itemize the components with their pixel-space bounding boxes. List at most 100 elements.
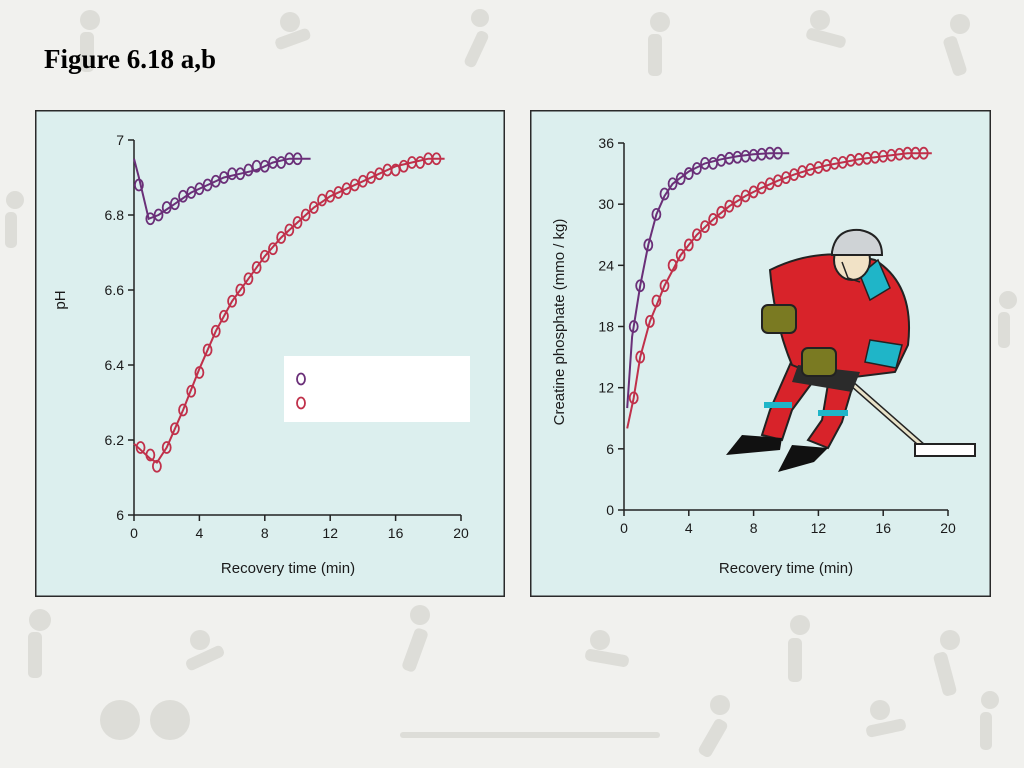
series-0-point xyxy=(202,178,213,192)
series-1-point xyxy=(918,146,929,160)
series-1-point xyxy=(398,159,409,173)
helmet xyxy=(831,228,884,256)
series-0-point xyxy=(643,238,654,252)
y-tick-label: 24 xyxy=(598,257,614,273)
panel-background xyxy=(35,110,505,597)
series-0-point xyxy=(169,197,180,211)
series-1-point xyxy=(415,156,426,169)
series-1-point xyxy=(390,163,401,177)
series-1-point xyxy=(308,201,319,214)
series-0-point xyxy=(235,167,246,181)
series-1-point xyxy=(333,186,344,199)
series-0-point xyxy=(667,177,678,191)
series-1-point xyxy=(161,441,172,454)
series-0-point xyxy=(659,187,670,201)
x-axis-title: Recovery time (min) xyxy=(719,560,853,577)
y-axis-title: pH xyxy=(52,290,69,309)
y-tick-label: 6.8 xyxy=(105,207,125,223)
chart-panel-b: 0 6 12 18 24 30 36 0 4 8 12 16 20 Recovery time (min)… xyxy=(530,110,991,597)
series-1-point xyxy=(756,181,767,195)
series-0-point xyxy=(635,279,646,293)
series-1-point xyxy=(628,391,639,405)
right-skate xyxy=(778,445,828,472)
series-1-point xyxy=(178,403,188,417)
series-1-point xyxy=(259,249,270,263)
series-0-point xyxy=(219,171,229,184)
hockey-player-icon xyxy=(726,228,976,472)
series-1-point xyxy=(151,459,162,473)
series-1-point xyxy=(341,182,352,196)
series-1-point xyxy=(740,189,751,203)
series-1-point xyxy=(145,448,156,462)
series-0-point xyxy=(675,172,686,186)
left-glove xyxy=(761,304,797,334)
series-1-point xyxy=(135,441,146,454)
series-0-point xyxy=(153,208,164,222)
series-1-point xyxy=(219,309,229,323)
series-1-point xyxy=(366,171,376,184)
y-tick-label: 6 xyxy=(116,507,124,523)
series-1-point xyxy=(645,315,655,328)
y-axis-title: Creatine phosphate (mmo / kg) xyxy=(551,219,568,426)
slide-title: Figure 6.18 a,b xyxy=(44,44,217,74)
series-1-point xyxy=(349,178,360,192)
series-0-point xyxy=(243,163,254,177)
y-tick-label: 18 xyxy=(598,319,614,335)
series-1-point xyxy=(374,167,385,181)
series-1-point xyxy=(667,258,678,272)
x-tick-label: 0 xyxy=(130,525,138,541)
series-1-point xyxy=(325,189,336,203)
series-1-point xyxy=(300,208,311,222)
y-tick-label: 6.4 xyxy=(105,357,125,373)
face-detail xyxy=(841,261,861,283)
x-tick-label: 8 xyxy=(261,525,269,541)
series-1-point xyxy=(243,272,254,286)
x-tick-label: 12 xyxy=(322,525,338,541)
y-tick-label: 6 xyxy=(606,441,614,457)
series-1-point xyxy=(227,294,238,308)
y-tick-label: 36 xyxy=(598,135,614,151)
hockey-stick-blade xyxy=(914,443,976,457)
series-1-point xyxy=(210,324,221,338)
series-0-curve xyxy=(626,152,790,409)
series-1-point xyxy=(317,193,327,207)
series-1-point xyxy=(284,223,295,237)
left-sock-stripe xyxy=(764,402,792,408)
series-1-point xyxy=(691,228,702,242)
series-1-point xyxy=(635,350,646,364)
series-0-curve xyxy=(133,157,311,221)
series-1-point xyxy=(194,366,205,379)
series-0-point xyxy=(194,182,205,196)
series-1-point xyxy=(186,384,197,398)
series-1-point xyxy=(659,279,670,293)
series-0-point xyxy=(683,167,694,180)
series-1-point xyxy=(276,231,287,244)
series-1-point xyxy=(357,174,368,188)
left-skate xyxy=(726,435,782,455)
chart-b: 0 6 12 18 24 30 36 0 4 8 12 16 20 Recovery time (min)… xyxy=(530,110,991,597)
right-sock-stripe xyxy=(818,410,848,416)
series-0-point xyxy=(628,320,639,333)
series-1-point xyxy=(202,343,213,357)
x-axis-title: Recovery time (min) xyxy=(221,560,355,577)
series-1-curve xyxy=(133,157,445,464)
chart-a: 6 6.2 6.4 6.6 6.8 7 0 4 8 12 16 20 Recovery time (mi… xyxy=(35,110,505,597)
x-tick-label: 20 xyxy=(453,525,469,541)
legend-box xyxy=(284,356,470,422)
series-0-point xyxy=(651,207,662,221)
series-1-curve xyxy=(626,152,932,429)
series-1-point xyxy=(748,185,759,199)
series-1-point xyxy=(292,216,303,229)
y-tick-label: 12 xyxy=(598,380,614,396)
series-0-point xyxy=(259,159,270,173)
series-0-point xyxy=(145,212,156,226)
series-1-point xyxy=(235,283,246,297)
legend xyxy=(284,356,470,422)
series-0-point xyxy=(210,174,221,188)
x-tick-label: 16 xyxy=(875,520,891,536)
x-tick-label: 12 xyxy=(811,520,827,536)
legend-marker-0 xyxy=(296,372,306,386)
x-tick-label: 20 xyxy=(940,520,956,536)
x-tick-label: 0 xyxy=(620,520,628,536)
